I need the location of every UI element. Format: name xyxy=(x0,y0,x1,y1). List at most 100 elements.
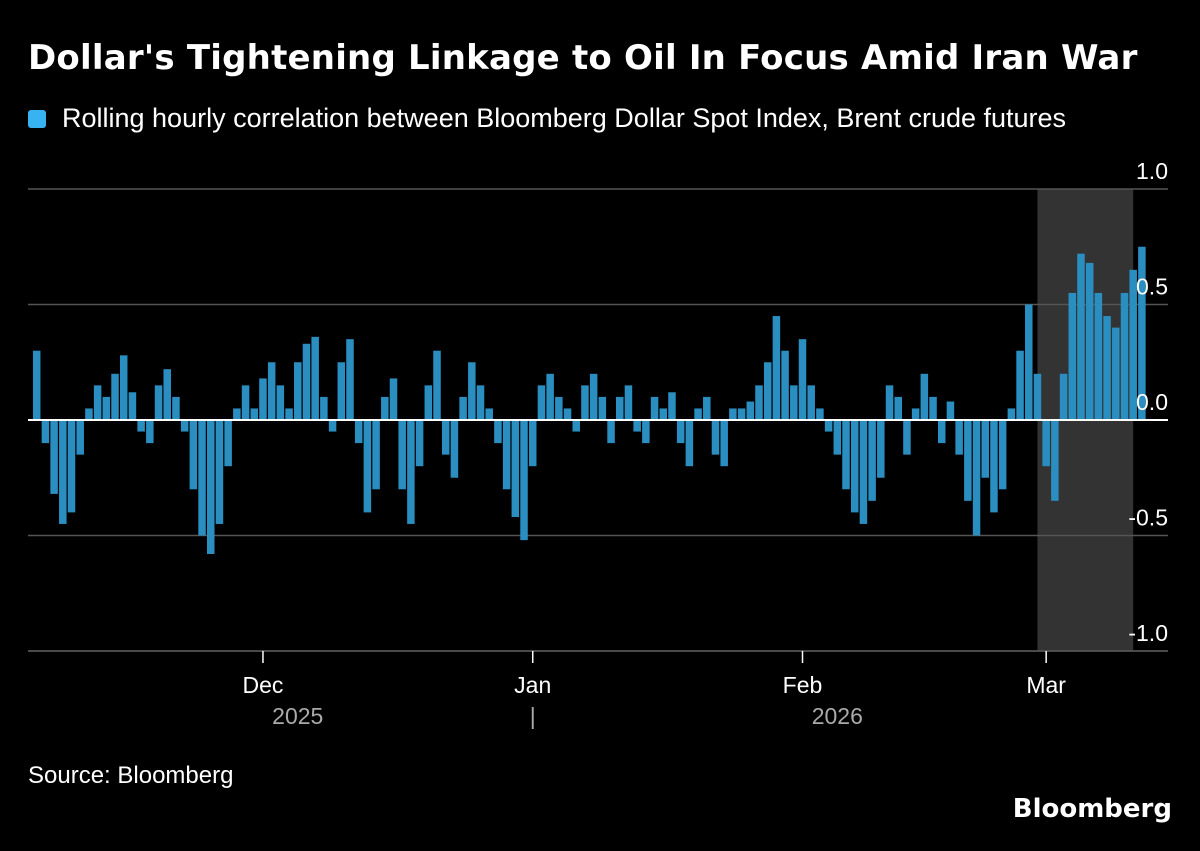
bar xyxy=(998,420,1007,490)
bar xyxy=(354,420,363,444)
bar xyxy=(981,420,990,478)
bar xyxy=(955,420,963,455)
bar xyxy=(842,420,850,490)
bar xyxy=(520,420,528,541)
bar xyxy=(128,392,137,420)
bar xyxy=(572,420,580,432)
x-year-label: 2026 xyxy=(812,703,863,729)
bar xyxy=(737,408,746,420)
y-axis: 1.0 0.5 0.0 -0.5 -1.0 xyxy=(1128,158,1168,646)
bar xyxy=(1042,420,1050,467)
bar xyxy=(137,420,145,432)
bar xyxy=(1120,292,1129,420)
bar xyxy=(972,420,981,536)
bar xyxy=(189,420,198,490)
bar xyxy=(102,396,111,420)
bar xyxy=(755,385,763,420)
bar xyxy=(1025,304,1033,420)
bar xyxy=(1033,373,1042,420)
bar xyxy=(206,420,215,554)
bar xyxy=(894,396,902,420)
bar xyxy=(311,336,319,420)
bar xyxy=(929,396,937,420)
bar xyxy=(41,420,50,444)
bar xyxy=(781,350,789,420)
bar xyxy=(624,385,633,420)
x-axis: Dec Jan Feb Mar 2025 | 2026 xyxy=(28,650,1168,729)
x-tick-label: Jan xyxy=(514,672,551,698)
bar xyxy=(59,420,67,524)
bar xyxy=(1085,262,1094,420)
bar xyxy=(441,420,450,455)
bar xyxy=(589,373,598,420)
bar xyxy=(833,420,842,455)
bars-layer xyxy=(32,246,1146,554)
bar xyxy=(946,401,955,420)
bar xyxy=(676,420,685,444)
legend-label: Rolling hourly correlation between Bloom… xyxy=(62,103,1067,133)
x-year-label: 2025 xyxy=(272,703,323,729)
bar xyxy=(990,420,998,513)
bar xyxy=(398,420,406,490)
bar xyxy=(111,373,119,420)
bar xyxy=(668,392,676,420)
bar xyxy=(850,420,859,513)
bar xyxy=(363,420,372,513)
bar xyxy=(372,420,380,490)
bar xyxy=(1077,253,1085,420)
bar xyxy=(224,420,232,467)
x-tick-label: Feb xyxy=(783,672,823,698)
bar xyxy=(119,355,128,420)
bar xyxy=(476,385,485,420)
bar xyxy=(528,420,537,467)
bar xyxy=(1016,350,1024,420)
bar xyxy=(763,362,772,420)
bar xyxy=(598,396,607,420)
bar xyxy=(546,373,554,420)
chart-title: Dollar's Tightening Linkage to Oil In Fo… xyxy=(28,38,1138,78)
bar xyxy=(746,401,755,420)
bar xyxy=(694,408,702,420)
bar xyxy=(180,420,189,432)
bar xyxy=(433,350,441,420)
legend-swatch xyxy=(28,109,46,128)
x-year-label: | xyxy=(530,703,536,729)
bar xyxy=(607,420,615,444)
bar xyxy=(1068,292,1077,420)
bar xyxy=(824,420,833,432)
bar xyxy=(502,420,511,490)
bar xyxy=(328,420,337,432)
bar xyxy=(215,420,224,524)
legend: Rolling hourly correlation between Bloom… xyxy=(28,103,1066,134)
x-tick-label: Dec xyxy=(243,672,284,698)
bar xyxy=(729,408,737,420)
bar xyxy=(241,385,250,420)
bar xyxy=(581,385,589,420)
bar xyxy=(320,396,328,420)
bar xyxy=(294,362,302,420)
bar xyxy=(267,362,276,420)
bar xyxy=(911,408,920,420)
bar xyxy=(807,385,815,420)
bar xyxy=(772,316,781,420)
bar xyxy=(1007,408,1016,420)
bar xyxy=(494,420,502,444)
bar xyxy=(859,420,868,524)
bar xyxy=(1112,327,1120,420)
y-tick-label: 1.0 xyxy=(1136,158,1168,184)
bar xyxy=(146,420,154,444)
bar xyxy=(868,420,876,501)
bar xyxy=(172,396,180,420)
bar xyxy=(276,385,285,420)
bar xyxy=(537,385,546,420)
bar xyxy=(76,420,84,455)
bar xyxy=(407,420,415,524)
bar xyxy=(616,396,624,420)
bar xyxy=(885,385,894,420)
bar xyxy=(32,350,41,420)
bar xyxy=(163,369,171,420)
bar xyxy=(389,378,398,420)
bar xyxy=(903,420,911,455)
bar xyxy=(720,420,728,467)
bar xyxy=(302,343,311,420)
